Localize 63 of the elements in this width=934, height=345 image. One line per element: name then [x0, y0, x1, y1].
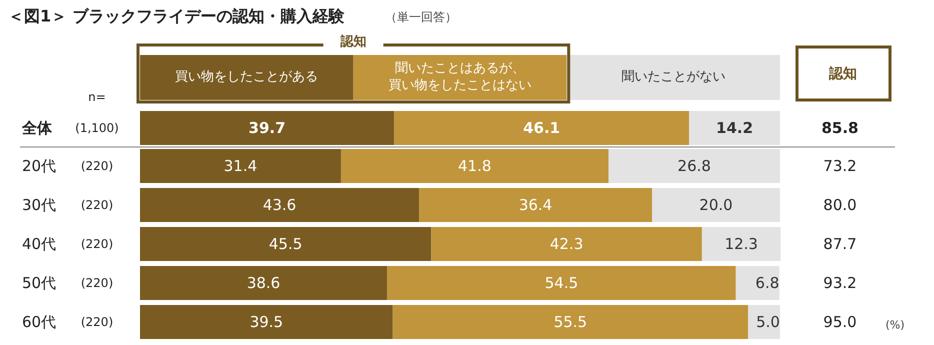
text: (220) [80, 159, 114, 173]
text: 80.0 [823, 196, 857, 214]
data-label: 14.2 [716, 119, 754, 137]
y-tick-label: 60代 [22, 313, 56, 331]
bar [140, 266, 388, 300]
bar [419, 188, 652, 222]
data-label: 54.5 [544, 274, 578, 292]
bar [702, 227, 781, 261]
data-label: 42.3 [550, 235, 584, 253]
data-label: 55.5 [554, 313, 588, 331]
data-label: 12.3 [724, 235, 758, 253]
data-label: 20.0 [699, 196, 733, 214]
data-label: 45.5 [268, 235, 302, 253]
text: (1,100) [75, 121, 119, 135]
y-tick-label: 20代 [22, 157, 56, 175]
data-label: 43.6 [262, 196, 296, 214]
text: 買い物をしたことがある [175, 70, 318, 84]
y-tick-label: 全体 [21, 119, 53, 137]
text: 93.2 [823, 274, 857, 292]
data-label: 39.5 [250, 313, 284, 331]
data-label: 5.0 [756, 313, 780, 331]
bar [140, 188, 420, 222]
text: 認知 [828, 65, 857, 82]
data-label: 36.4 [518, 196, 552, 214]
text: 73.2 [823, 157, 857, 175]
y-tick-label: 30代 [22, 196, 56, 214]
text: 85.8 [821, 119, 859, 137]
text: (220) [80, 237, 114, 251]
text: 認知 [339, 34, 366, 50]
data-label: 46.1 [523, 119, 560, 137]
data-label: 41.8 [458, 157, 492, 175]
bar [140, 149, 341, 183]
data-label: 26.8 [678, 157, 711, 175]
bar [140, 111, 394, 145]
data-label: 6.8 [755, 274, 780, 292]
text: (%) [885, 318, 905, 332]
bar [387, 266, 736, 300]
text: n= [88, 90, 106, 104]
y-tick-label: 50代 [22, 274, 56, 292]
bar [748, 305, 780, 339]
bar [392, 305, 748, 339]
bar [608, 149, 780, 183]
text: (220) [80, 315, 114, 329]
bar [140, 305, 393, 339]
bar [394, 111, 690, 145]
data-label: 38.6 [246, 274, 280, 292]
data-label: 31.4 [224, 157, 258, 175]
chart-subtitle: （単一回答） [385, 10, 457, 24]
bar [140, 227, 432, 261]
text: 95.0 [823, 313, 857, 331]
bar [736, 266, 780, 300]
data-label: 39.7 [248, 119, 286, 137]
text: 聞いたことがない [621, 70, 726, 84]
text: (220) [80, 276, 114, 290]
y-tick-label: 40代 [22, 235, 56, 253]
bar [689, 111, 780, 145]
bar [340, 149, 608, 183]
bar [652, 188, 780, 222]
series-label: 聞いたことはあるが、買い物をしたことはない [388, 61, 532, 93]
bar [431, 227, 702, 261]
text: 87.7 [823, 235, 857, 253]
text: (220) [80, 198, 114, 212]
chart-title: ＜図1＞ ブラックフライデーの認知・購入経験 [8, 6, 346, 26]
